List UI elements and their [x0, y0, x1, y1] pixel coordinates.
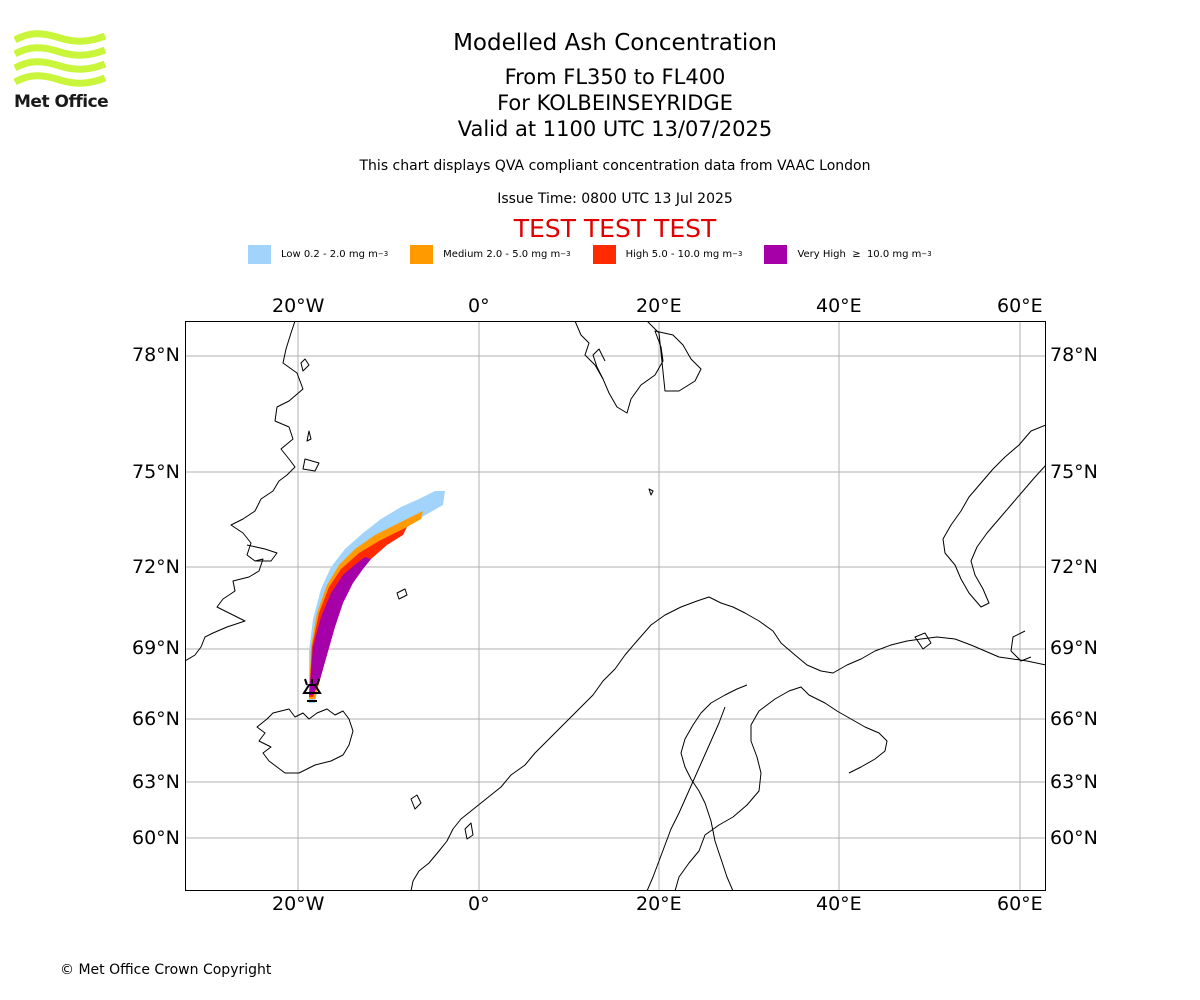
map-border — [185, 321, 1046, 891]
lon-tick-bottom-40e: 40°E — [816, 893, 862, 915]
lat-tick-right-72n: 72°N — [1050, 556, 1098, 578]
legend: Low 0.2 - 2.0 mg m −3 Medium 2.0 - 5.0 mg… — [248, 243, 954, 265]
lat-tick-left-63n: 63°N — [132, 771, 180, 793]
coast-greenland-fjord — [246, 544, 278, 562]
legend-item-low: Low 0.2 - 2.0 mg m −3 — [248, 244, 389, 264]
lon-tick-top-20e: 20°E — [636, 295, 682, 317]
coast-faroe — [410, 794, 422, 810]
lon-tick-bottom-60e: 60°E — [997, 893, 1043, 915]
lon-tick-bottom-20e: 20°E — [636, 893, 682, 915]
coast-bear-island — [648, 488, 654, 496]
coast-greenland — [185, 321, 304, 662]
coast-iceland — [256, 708, 354, 774]
coast-svalbard — [574, 321, 702, 414]
legend-label-low: Low 0.2 - 2.0 mg m — [281, 248, 378, 260]
volcano-icon[interactable] — [302, 678, 322, 702]
legend-swatch-medium — [410, 244, 434, 264]
legend-swatch-high — [592, 244, 616, 264]
lat-tick-left-69n: 69°N — [132, 637, 180, 659]
legend-item-medium: Medium 2.0 - 5.0 mg m −3 — [410, 244, 571, 264]
location-name: For KOLBEINSEYRIDGE — [497, 91, 733, 115]
map-panel[interactable] — [185, 321, 1046, 891]
lat-tick-left-60n: 60°N — [132, 827, 180, 849]
legend-exp-medium: −3 — [560, 250, 571, 258]
coastlines — [185, 321, 1046, 891]
disclaimer-text: This chart displays QVA compliant concen… — [359, 158, 871, 174]
coast-svalbard-west — [592, 348, 606, 380]
coast-greenland-island-3 — [302, 458, 320, 472]
met-office-logo-icon — [14, 30, 106, 87]
coast-sweden — [646, 706, 726, 891]
legend-swatch-low — [248, 244, 271, 264]
lon-tick-top-0: 0° — [468, 295, 490, 317]
legend-swatch-very-high — [764, 244, 788, 264]
coast-greenland-island-2 — [306, 430, 312, 442]
lon-tick-bottom-20w: 20°W — [272, 893, 325, 915]
coast-scandinavia — [410, 596, 1046, 891]
coast-novaya-zemlya — [942, 424, 1046, 608]
coast-jan-mayen — [396, 588, 408, 600]
legend-exp-high: −3 — [732, 250, 743, 258]
lat-tick-right-66n: 66°N — [1050, 708, 1098, 730]
coast-kolguev — [914, 632, 932, 650]
test-banner: TEST TEST TEST — [513, 214, 717, 243]
valid-time: Valid at 1100 UTC 13/07/2025 — [457, 117, 773, 141]
copyright-text: © Met Office Crown Copyright — [60, 962, 272, 978]
flight-levels: From FL350 to FL400 — [504, 65, 726, 89]
coast-baltic — [674, 686, 888, 891]
lat-tick-left-75n: 75°N — [132, 461, 180, 483]
lat-tick-left-78n: 78°N — [132, 344, 180, 366]
legend-item-high: High 5.0 - 10.0 mg m −3 — [592, 244, 743, 264]
lon-tick-top-20w: 20°W — [272, 295, 325, 317]
lat-tick-right-63n: 63°N — [1050, 771, 1098, 793]
coast-gulf-bothnia — [680, 684, 748, 891]
map-background — [185, 321, 1046, 891]
legend-item-very-high: Very High ≥ 10.0 mg m −3 — [764, 244, 932, 264]
lon-tick-top-40e: 40°E — [816, 295, 862, 317]
coast-russia-north — [1010, 630, 1032, 662]
lon-tick-bottom-0: 0° — [468, 893, 490, 915]
coast-shetland — [464, 822, 474, 840]
lat-tick-left-66n: 66°N — [132, 708, 180, 730]
legend-exp-very-high: −3 — [921, 250, 932, 258]
legend-label-medium: Medium 2.0 - 5.0 mg m — [443, 248, 561, 260]
lon-tick-top-60e: 60°E — [997, 295, 1043, 317]
lat-tick-right-60n: 60°N — [1050, 827, 1098, 849]
lat-tick-left-72n: 72°N — [132, 556, 180, 578]
plume-very-high — [309, 557, 371, 695]
lat-tick-right-75n: 75°N — [1050, 461, 1098, 483]
legend-exp-low: −3 — [377, 250, 389, 258]
legend-label-high: High 5.0 - 10.0 mg m — [625, 248, 733, 260]
legend-label-very-high: Very High ≥ 10.0 mg m — [797, 248, 922, 260]
logo-text: Met Office — [14, 92, 109, 112]
lat-tick-right-69n: 69°N — [1050, 637, 1098, 659]
chart-title: Modelled Ash Concentration — [453, 30, 777, 56]
issue-time: Issue Time: 0800 UTC 13 Jul 2025 — [497, 191, 733, 207]
lat-tick-right-78n: 78°N — [1050, 344, 1098, 366]
coast-greenland-island-1 — [300, 358, 310, 372]
